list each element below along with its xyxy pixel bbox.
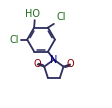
Text: O: O (34, 60, 41, 69)
Text: N: N (50, 55, 58, 65)
Text: Cl: Cl (56, 12, 66, 22)
Text: O: O (66, 60, 74, 69)
Text: HO: HO (25, 9, 40, 19)
Text: Cl: Cl (10, 35, 19, 45)
